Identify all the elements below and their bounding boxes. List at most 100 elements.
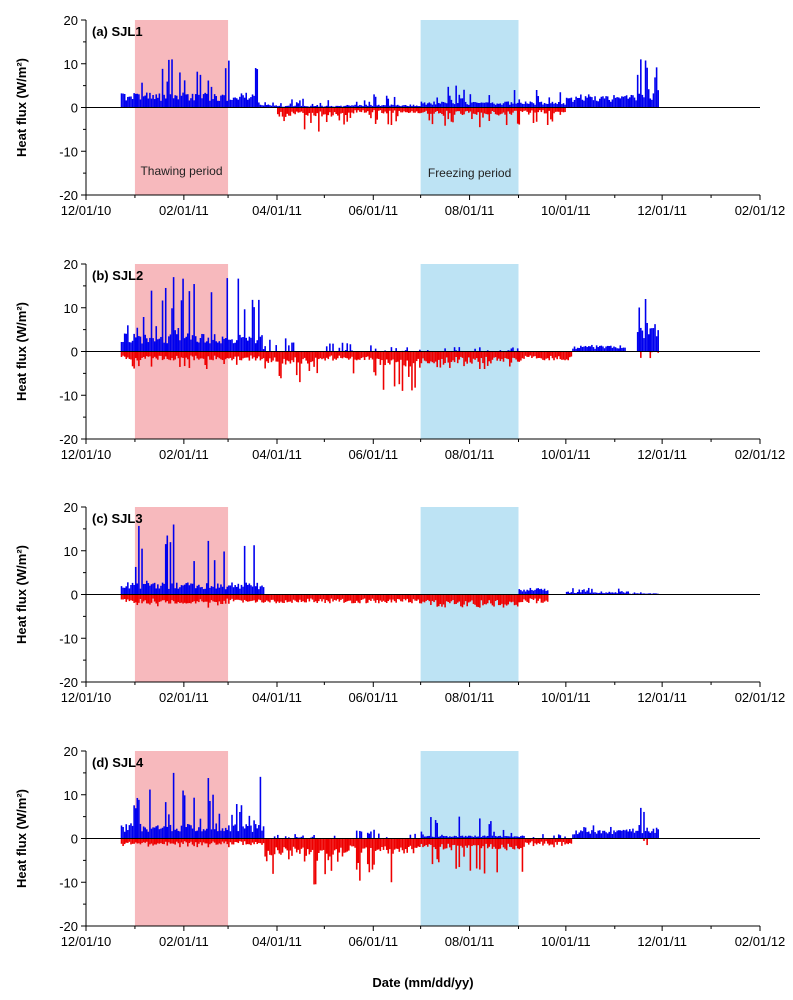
positive-bar (546, 590, 549, 595)
negative-bar (382, 594, 385, 601)
positive-bar (474, 102, 476, 108)
positive-bar (158, 829, 161, 839)
negative-bar (123, 838, 126, 845)
heat-flux-bars (120, 524, 659, 608)
negative-bar (182, 594, 184, 604)
negative-bar (453, 838, 456, 845)
positive-bar (567, 98, 570, 108)
negative-bar (359, 351, 361, 360)
positive-bar (622, 347, 625, 352)
negative-bar (485, 594, 487, 605)
y-tick-label: 10 (64, 301, 78, 316)
negative-bar (283, 107, 285, 122)
positive-bar (537, 588, 540, 595)
positive-bar (302, 98, 304, 108)
negative-bar (496, 351, 498, 361)
positive-bar (207, 540, 210, 595)
negative-bar (378, 107, 380, 111)
negative-bar (349, 838, 352, 846)
positive-bar (294, 105, 296, 108)
negative-bar (532, 594, 535, 600)
positive-bar (120, 825, 123, 839)
negative-bar (340, 594, 342, 600)
x-tick-label: 12/01/11 (637, 203, 687, 218)
negative-bar (430, 594, 432, 606)
positive-bar (494, 104, 497, 108)
positive-bar (256, 340, 259, 352)
positive-bar (426, 836, 429, 839)
negative-bar (270, 838, 273, 856)
y-tick-label: 0 (71, 101, 78, 116)
positive-bar (600, 345, 603, 352)
negative-bar (376, 838, 379, 850)
positive-bar (469, 835, 472, 839)
positive-bar (423, 102, 426, 108)
positive-bar (220, 343, 222, 352)
positive-bar (641, 330, 644, 352)
positive-bar (235, 804, 238, 839)
positive-bar (600, 833, 603, 839)
negative-bar (504, 351, 506, 359)
positive-bar (193, 797, 195, 839)
positive-bar (559, 92, 562, 108)
negative-bar (494, 838, 497, 849)
positive-bar (644, 60, 647, 108)
positive-bar (617, 348, 620, 352)
positive-bar (655, 827, 658, 839)
negative-bar (272, 594, 274, 600)
negative-bar (281, 594, 284, 603)
negative-bar (276, 107, 279, 115)
negative-bar (299, 838, 301, 854)
negative-bar (445, 594, 448, 602)
positive-bar (437, 836, 440, 839)
negative-bar (493, 107, 495, 113)
negative-bar (437, 838, 440, 863)
negative-bar (187, 351, 189, 360)
positive-bar (267, 104, 270, 108)
negative-bar (248, 838, 251, 845)
positive-bar (202, 334, 205, 352)
negative-bar (215, 351, 218, 360)
positive-bar (616, 830, 618, 839)
positive-bar (569, 592, 571, 595)
positive-bar (265, 105, 268, 108)
positive-bar (349, 344, 352, 352)
positive-bar (641, 833, 644, 839)
positive-bar (532, 590, 535, 595)
positive-bar (505, 101, 508, 108)
negative-bar (318, 594, 320, 602)
positive-bar (404, 104, 407, 108)
negative-bar (453, 351, 456, 363)
negative-bar (366, 351, 369, 357)
positive-bar (131, 340, 134, 352)
negative-bar (483, 594, 486, 605)
negative-bar (493, 594, 495, 607)
positive-bar (477, 102, 480, 108)
negative-bar (138, 351, 140, 367)
negative-bar (531, 351, 533, 358)
negative-bar (441, 107, 443, 115)
negative-bar (562, 107, 565, 113)
negative-bar (243, 594, 246, 600)
positive-bar (276, 834, 279, 839)
positive-bar (127, 325, 129, 352)
negative-bar (535, 107, 538, 122)
negative-bar (286, 351, 289, 361)
positive-bar (240, 93, 243, 108)
positive-bar (145, 92, 148, 108)
positive-bar (310, 105, 312, 108)
negative-bar (346, 838, 349, 852)
positive-bar (226, 278, 229, 352)
positive-bar (368, 833, 371, 839)
positive-bar (164, 544, 167, 595)
positive-bar (643, 97, 645, 108)
y-tick-label: 10 (64, 57, 78, 72)
negative-bar (400, 351, 402, 360)
positive-bar (201, 831, 203, 839)
negative-bar (509, 838, 511, 847)
positive-bar (194, 588, 197, 595)
negative-bar (336, 351, 339, 359)
negative-bar (319, 107, 322, 112)
negative-bar (512, 594, 514, 602)
